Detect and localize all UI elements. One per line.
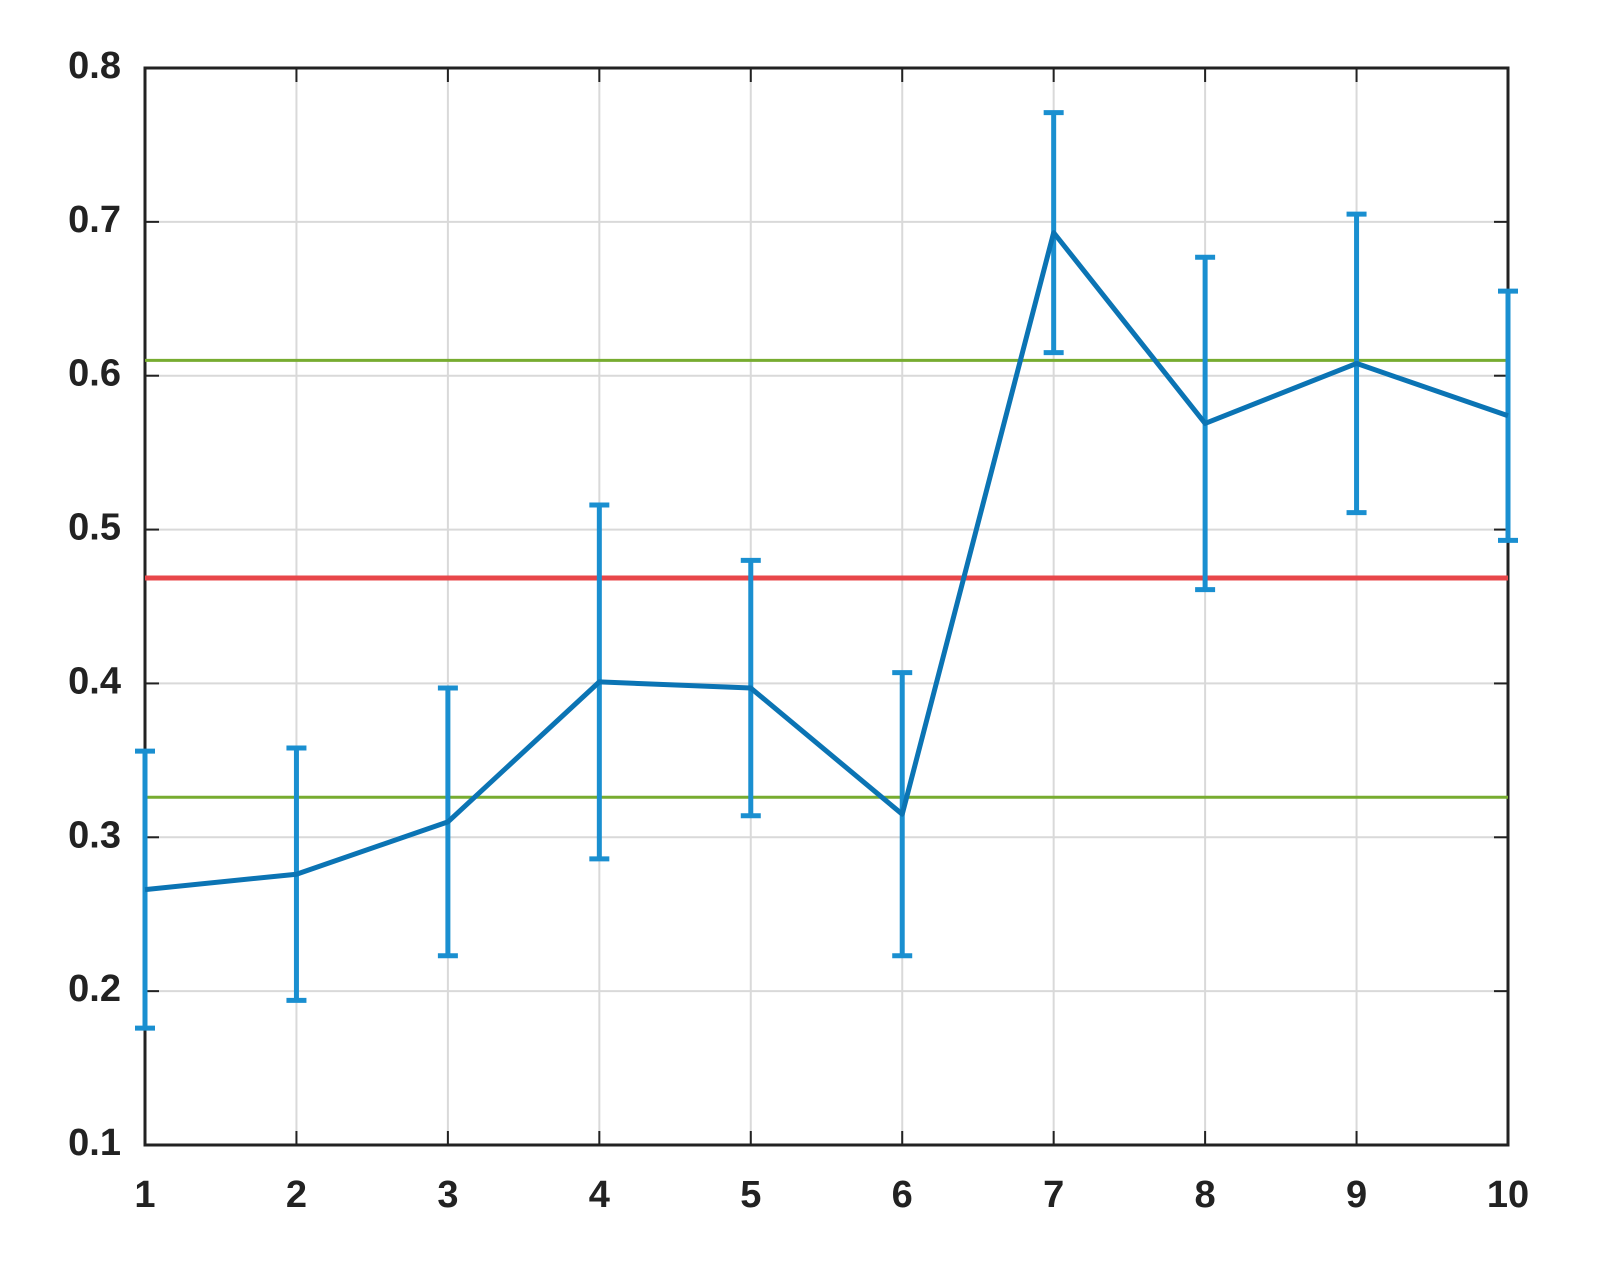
x-tick-label: 7 xyxy=(1043,1174,1064,1216)
x-tick-label: 10 xyxy=(1487,1174,1529,1216)
x-tick-label: 4 xyxy=(589,1174,610,1216)
x-tick-label: 9 xyxy=(1346,1174,1367,1216)
y-tick-label: 0.7 xyxy=(68,199,121,241)
x-tick-label: 8 xyxy=(1195,1174,1216,1216)
x-tick-label: 2 xyxy=(286,1174,307,1216)
x-tick-label: 5 xyxy=(740,1174,761,1216)
y-tick-label: 0.6 xyxy=(68,353,121,395)
y-tick-label: 0.3 xyxy=(68,814,121,856)
y-tick-label: 0.1 xyxy=(68,1122,121,1164)
y-tick-label: 0.8 xyxy=(68,45,121,87)
data-line xyxy=(144,230,1509,893)
x-tick-label: 1 xyxy=(134,1174,155,1216)
axes-box xyxy=(143,66,1510,1147)
x-tick-label: 6 xyxy=(892,1174,913,1216)
y-tick-label: 0.5 xyxy=(68,507,121,549)
y-tick-label: 0.2 xyxy=(68,968,121,1010)
y-tick-label: 0.4 xyxy=(68,660,121,702)
error-bar xyxy=(1498,288,1518,543)
x-tick-label: 3 xyxy=(437,1174,458,1216)
